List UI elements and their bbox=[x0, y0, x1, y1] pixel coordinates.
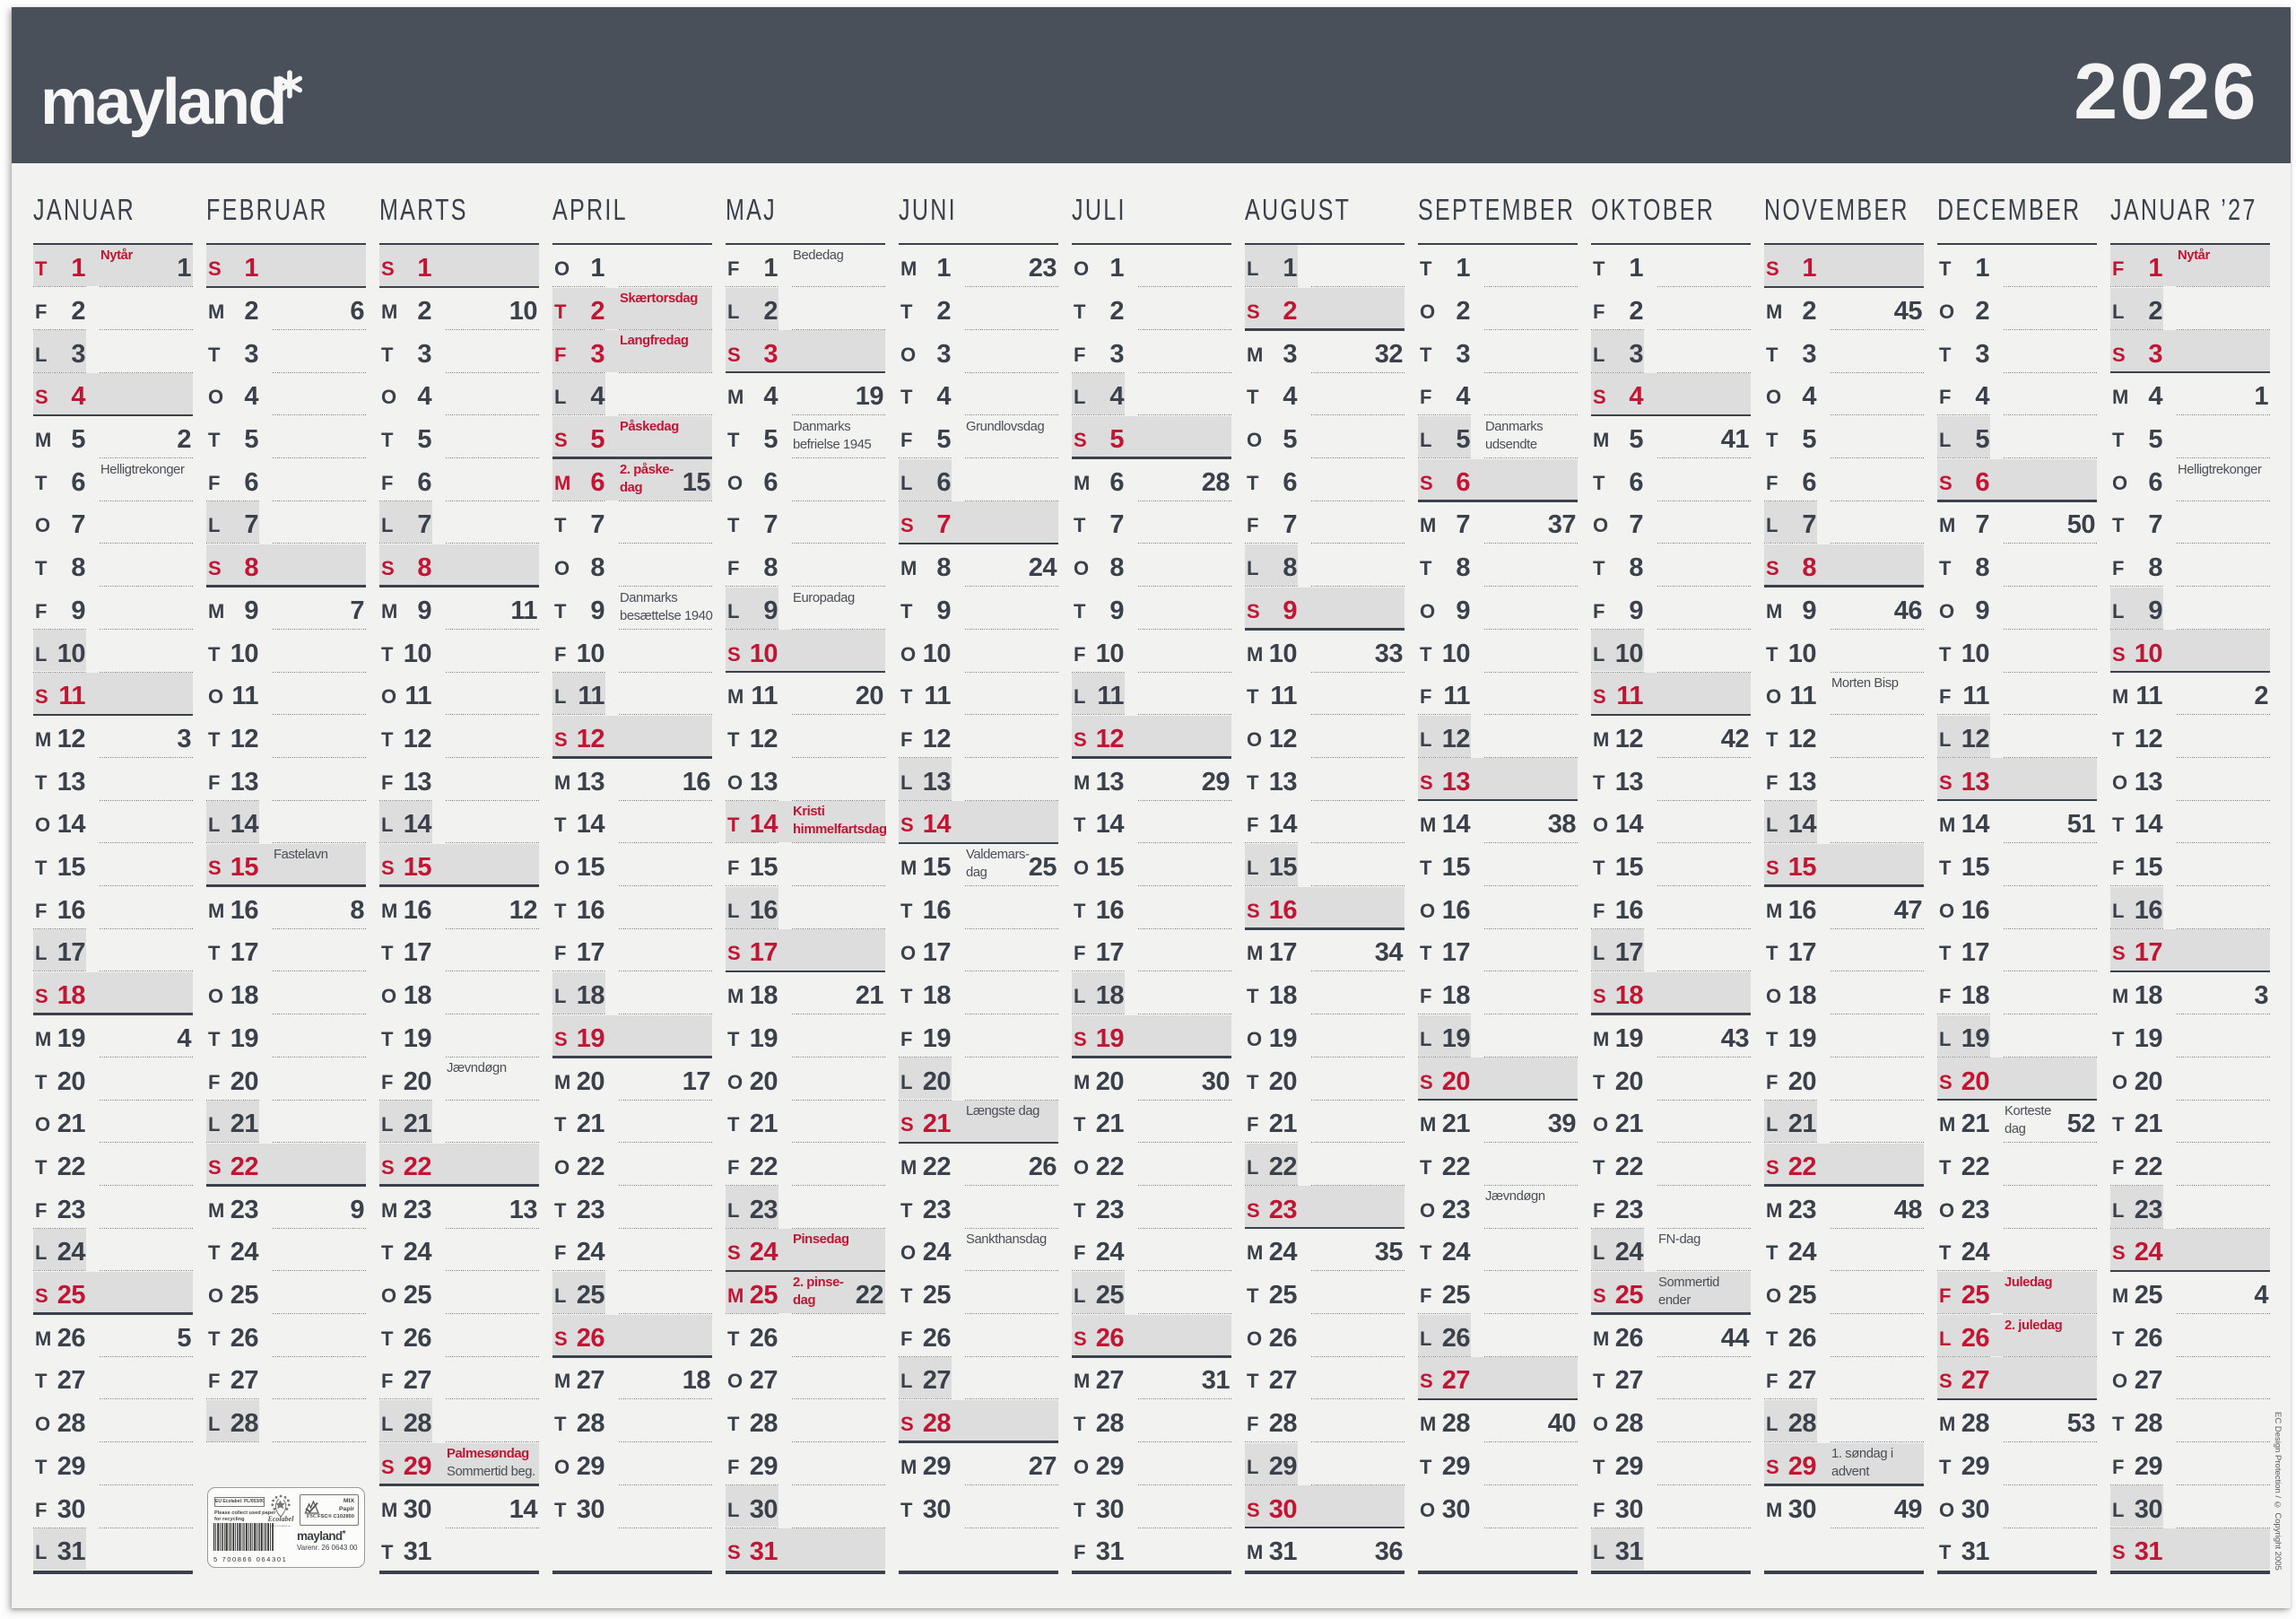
svg-text:FSC: FSC bbox=[307, 1514, 317, 1519]
svg-text:www.ecolabel.eu: www.ecolabel.eu bbox=[271, 1524, 291, 1528]
svg-text:Ecolabel: Ecolabel bbox=[267, 1515, 295, 1523]
